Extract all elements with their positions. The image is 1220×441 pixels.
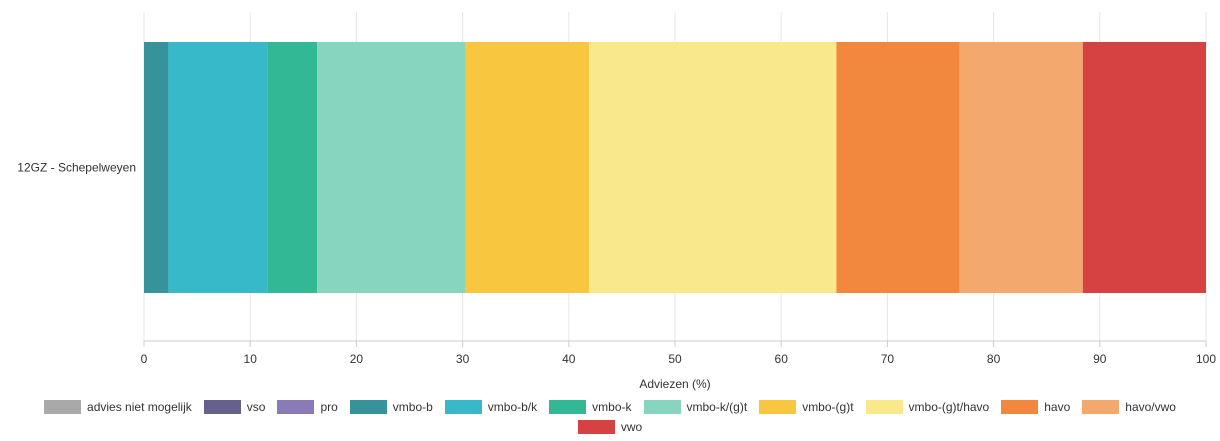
bar-segment-havo-vwo[interactable] (959, 42, 1083, 293)
tick-label: 10 (244, 352, 258, 366)
tick-label: 0 (141, 352, 148, 366)
legend-swatch (643, 400, 681, 414)
tick-label: 20 (350, 352, 364, 366)
legend-item[interactable]: vmbo-(g)t (759, 400, 854, 414)
legend-item[interactable]: havo/vwo (1082, 400, 1176, 414)
bar-segment-vmbo-b-k[interactable] (168, 42, 268, 293)
legend-label: havo (1044, 400, 1071, 414)
category-label: 12GZ - Schepelweyen (17, 161, 136, 175)
legend-item[interactable]: vmbo-k (549, 400, 632, 414)
legend-label: vwo (620, 420, 643, 434)
legend-label: vso (246, 400, 266, 414)
legend-swatch (1082, 400, 1120, 414)
legend-item[interactable]: vmbo-(g)t/havo (865, 400, 990, 414)
tick-label: 70 (881, 352, 895, 366)
legend-label: vmbo-b (392, 400, 433, 414)
bar-segment-vmbo-b[interactable] (144, 42, 169, 293)
legend-label: havo/vwo (1125, 400, 1176, 414)
legend-item[interactable]: vmbo-k/(g)t (643, 400, 748, 414)
legend-swatch (203, 400, 241, 414)
legend-swatch (577, 420, 615, 434)
legend-label: pro (320, 400, 338, 414)
legend-label: vmbo-k (592, 400, 632, 414)
bar-segment-vmbo-g-t[interactable] (465, 42, 589, 293)
bar-segment-vmbo-k-g-t[interactable] (317, 42, 466, 293)
legend-swatch (759, 400, 797, 414)
x-axis-ticks: 0 10 20 30 40 50 60 70 80 90 100 (141, 341, 1216, 366)
legend-item[interactable]: havo (1001, 400, 1070, 414)
bar-segment-havo[interactable] (836, 42, 960, 293)
legend-label: vmbo-(g)t (802, 400, 854, 414)
legend-swatch (549, 400, 587, 414)
bar-segment-vmbo-k[interactable] (267, 42, 318, 293)
bar-segment-vmbo-g-t-havo[interactable] (588, 42, 837, 293)
tick-label: 40 (562, 352, 576, 366)
legend-swatch (44, 400, 82, 414)
legend-swatch (444, 400, 482, 414)
legend-item[interactable]: pro (277, 400, 338, 414)
tick-label: 100 (1196, 352, 1216, 366)
legend-swatch (277, 400, 315, 414)
tick-label: 80 (987, 352, 1001, 366)
legend: advies niet mogelijk vso pro vmbo-b vmbo-b/k… (0, 400, 1220, 434)
stacked-bar-chart: 0 10 20 30 40 50 60 70 80 90 100 12GZ - Schepelwey… (17, 12, 1216, 391)
tick-label: 30 (456, 352, 470, 366)
legend-label: vmbo-(g)t/havo (908, 400, 990, 414)
tick-label: 60 (775, 352, 789, 366)
legend-label: vmbo-b/k (487, 400, 538, 414)
legend-swatch (349, 400, 387, 414)
legend-item[interactable]: vmbo-b (349, 400, 433, 414)
bar-segment-vwo[interactable] (1082, 42, 1206, 293)
legend-label: advies niet mogelijk (87, 400, 192, 414)
legend-item[interactable]: vwo (577, 420, 643, 434)
legend-swatch (1001, 400, 1039, 414)
legend-item[interactable]: vmbo-b/k (444, 400, 538, 414)
tick-label: 90 (1093, 352, 1107, 366)
legend-swatch (865, 400, 903, 414)
legend-item[interactable]: advies niet mogelijk (44, 400, 192, 414)
legend-item[interactable]: vso (203, 400, 266, 414)
x-axis-title: Adviezen (%) (639, 377, 710, 391)
tick-label: 50 (668, 352, 682, 366)
legend-label: vmbo-k/(g)t (686, 400, 748, 414)
bar-segments (144, 42, 1206, 293)
